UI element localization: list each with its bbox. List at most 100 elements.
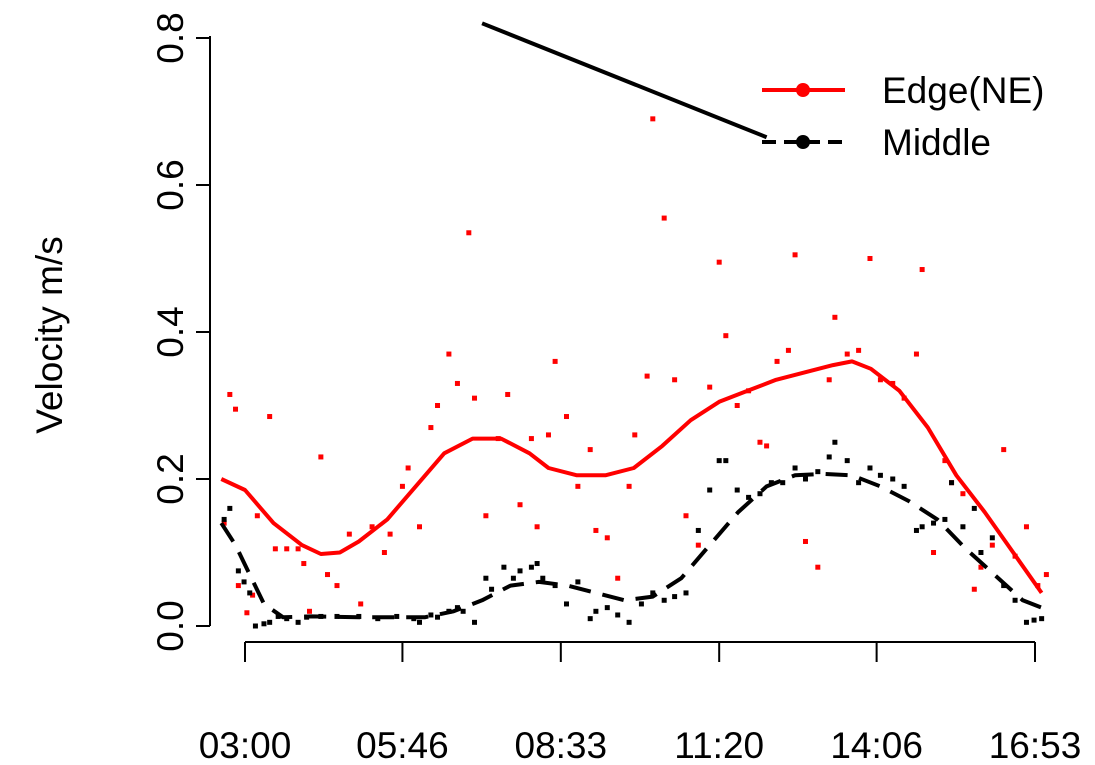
legend-item-edge-ne: Edge(NE) — [762, 70, 1044, 111]
edge-ne-point — [971, 586, 977, 592]
annotation-line — [481, 21, 768, 140]
middle-point — [1023, 619, 1029, 625]
edge-ne-point — [919, 267, 925, 273]
middle-point — [638, 601, 644, 607]
middle-point — [971, 505, 977, 511]
edge-ne-point — [604, 535, 610, 541]
edge-ne-point — [318, 454, 324, 460]
middle-point — [227, 505, 233, 511]
edge-ne-point — [221, 520, 227, 526]
edge-ne-point — [802, 538, 808, 544]
edge-ne-point — [877, 377, 883, 383]
edge-ne-point — [545, 432, 551, 438]
y-tick-label: 0.0 — [150, 600, 191, 651]
edge-ne-point — [575, 483, 581, 489]
y-tick-label: 0.6 — [150, 159, 191, 210]
edge-ne-point — [593, 527, 599, 533]
edge-ne-point — [942, 458, 948, 464]
middle-point — [221, 516, 227, 522]
edge-ne-point — [931, 550, 937, 555]
y-axis-title: Velocity m/s — [29, 236, 70, 433]
middle-point — [960, 524, 966, 530]
edge-ne-point — [683, 513, 689, 519]
edge-ne-point — [644, 373, 650, 379]
edge-ne-point — [505, 391, 511, 397]
edge-ne-point — [306, 608, 312, 614]
edge-ne-point — [301, 561, 307, 567]
edge-ne-point — [913, 351, 919, 357]
middle-point — [435, 614, 441, 620]
middle-point — [247, 590, 253, 596]
middle-point — [517, 568, 523, 574]
edge-ne-point — [632, 432, 638, 438]
legend-label: Middle — [882, 122, 991, 163]
middle-point — [472, 619, 478, 625]
edge-ne-point — [472, 395, 478, 401]
legend-marker — [796, 135, 810, 149]
middle-point — [949, 480, 955, 486]
edge-ne-point — [295, 546, 301, 552]
middle-point — [489, 586, 495, 592]
middle-point — [540, 575, 546, 581]
middle-smooth-line — [219, 471, 1043, 620]
middle-point — [942, 516, 948, 522]
edge-ne-point — [757, 439, 763, 445]
middle-point — [454, 605, 460, 611]
edge-ne-point — [534, 524, 540, 530]
middle-point — [534, 561, 540, 567]
edge-ne-point — [785, 347, 791, 353]
edge-ne-point — [1043, 572, 1049, 578]
legend: Edge(NE) Middle — [762, 70, 1044, 163]
middle-point — [707, 487, 713, 493]
middle-point — [650, 590, 656, 596]
middle-point — [716, 458, 722, 464]
axes: 0.0 0.2 0.4 0.6 0.8 03:00 05:46 08:33 11:20 14:06… — [150, 12, 1081, 765]
middle-point — [575, 579, 581, 585]
edge-ne-point — [587, 447, 593, 453]
edge-ne-point — [235, 583, 241, 589]
middle-point — [661, 597, 667, 603]
middle-point — [626, 619, 632, 625]
legend-marker — [796, 83, 810, 97]
edge-ne-point — [672, 377, 678, 383]
edge-ne-point — [792, 252, 798, 258]
x-tick-label: 16:53 — [989, 725, 1082, 765]
edge-ne-point — [387, 531, 393, 537]
middle-point — [235, 568, 241, 574]
edge-ne-point — [734, 403, 740, 408]
edge-ne-point — [435, 403, 441, 408]
edge-ne-point — [832, 314, 838, 320]
edge-ne-point — [417, 524, 423, 530]
middle-point — [683, 590, 689, 596]
edge-ne-point — [960, 491, 966, 497]
middle-point — [460, 608, 466, 614]
edge-ne-point — [454, 380, 460, 386]
middle-point — [746, 494, 752, 500]
edge-ne-point — [358, 601, 364, 607]
edge-ne-point — [334, 583, 340, 589]
edge-ne-point — [707, 384, 713, 390]
middle-point — [252, 623, 258, 629]
edge-ne-point — [564, 414, 570, 420]
edge-ne-point — [867, 256, 873, 261]
middle-point — [989, 535, 995, 541]
edge-ne-point — [1001, 447, 1007, 453]
middle-point — [1012, 597, 1018, 603]
edge-ne-smooth-line — [220, 359, 1044, 595]
edge-ne-point — [528, 436, 534, 442]
edge-ne-point — [844, 351, 850, 357]
plot-area — [219, 21, 1049, 629]
edge-ne-point — [716, 259, 722, 265]
edge-ne-point — [650, 116, 656, 122]
middle-point — [877, 472, 883, 478]
edge-ne-point — [552, 358, 558, 364]
edge-ne-point — [381, 550, 387, 555]
middle-point — [913, 527, 919, 533]
middle-point — [780, 480, 786, 486]
x-tick-label: 14:06 — [830, 725, 923, 765]
edge-ne-point — [483, 513, 489, 519]
middle-point — [417, 619, 423, 625]
middle-point — [815, 469, 821, 475]
middle-point — [593, 608, 599, 614]
middle-point — [275, 613, 281, 619]
